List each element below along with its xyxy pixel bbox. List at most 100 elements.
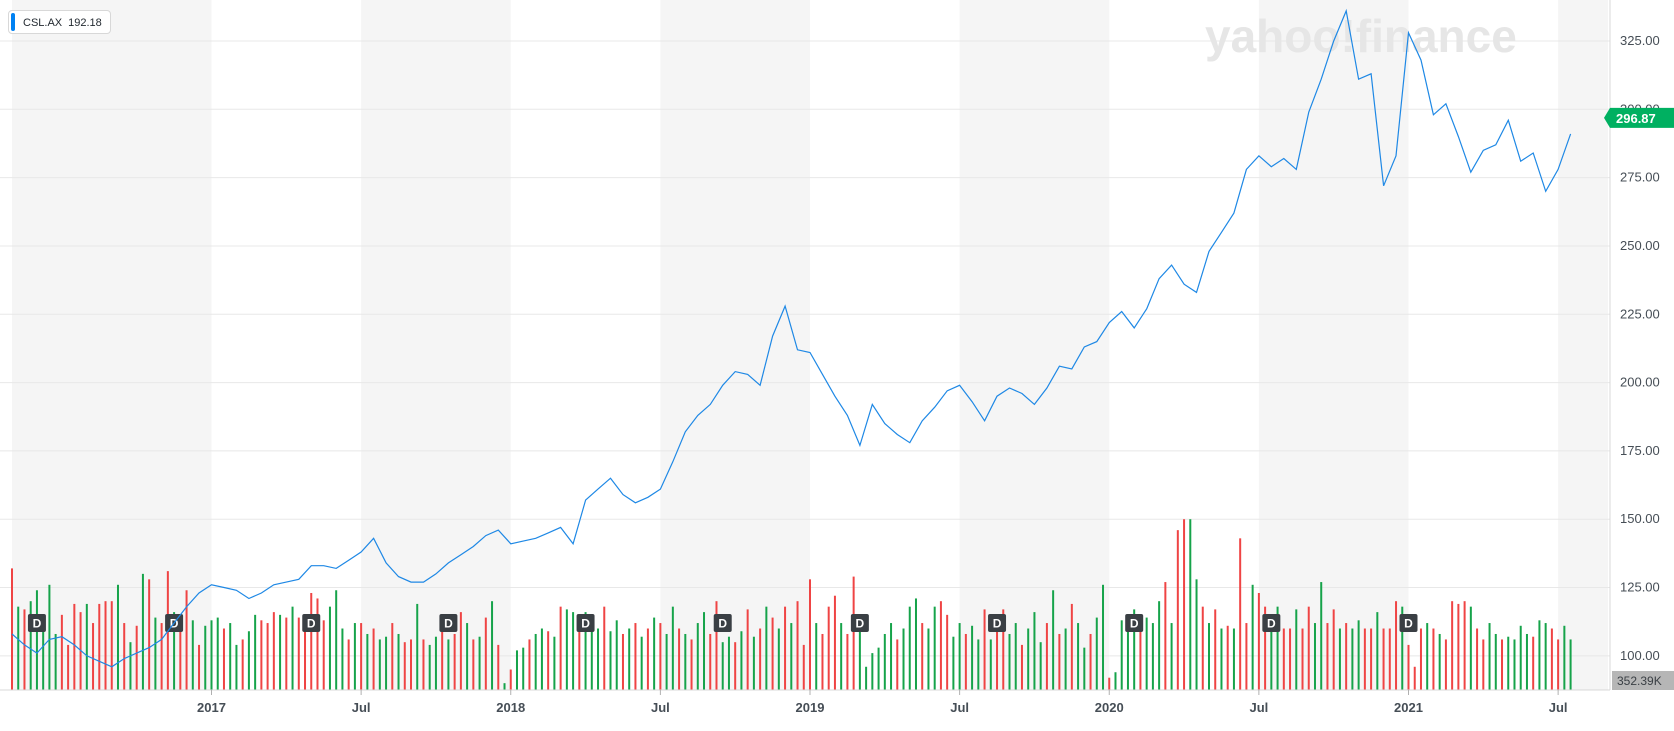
volume-bar <box>1257 592 1260 690</box>
svg-text:D: D <box>33 617 42 631</box>
volume-bar <box>1382 628 1385 690</box>
volume-bar <box>983 609 986 690</box>
volume-bar <box>372 628 375 690</box>
volume-bar <box>135 625 138 690</box>
volume-bar <box>503 683 506 690</box>
legend-value: 192.18 <box>68 17 102 29</box>
svg-text:D: D <box>1267 617 1276 631</box>
volume-bar <box>914 598 917 690</box>
volume-bar <box>416 603 419 690</box>
volume-bar <box>1513 639 1516 690</box>
volume-bar <box>1064 628 1067 690</box>
dividend-marker[interactable]: D <box>850 614 869 632</box>
volume-bar <box>1189 519 1192 690</box>
volume-bar <box>977 639 980 690</box>
volume-bar <box>428 644 431 690</box>
volume-bar <box>1208 623 1210 690</box>
volume-bar <box>1039 642 1042 690</box>
dividend-marker[interactable]: D <box>988 614 1007 632</box>
volume-bar <box>459 612 462 690</box>
volume-bar <box>565 609 568 690</box>
volume-bar <box>621 633 624 690</box>
volume-bar <box>528 639 531 690</box>
volume-bar <box>1488 623 1491 690</box>
volume-bar <box>466 623 469 690</box>
volume-bar <box>1501 639 1504 690</box>
volume-bar <box>958 623 961 690</box>
volume-bar <box>229 623 232 690</box>
dividend-marker[interactable]: D <box>713 614 732 632</box>
volume-bar <box>1320 582 1323 690</box>
volume-bar <box>148 579 151 690</box>
volume-bar <box>92 623 95 690</box>
dividend-marker[interactable]: D <box>576 614 595 632</box>
dividend-marker[interactable]: D <box>1125 614 1144 632</box>
svg-text:D: D <box>581 617 590 631</box>
volume-bar <box>684 633 687 690</box>
volume-bar <box>996 623 999 690</box>
volume-bar <box>29 601 32 690</box>
price-flags: 296.87 352.39K <box>1604 107 1674 690</box>
dividend-marker[interactable]: D <box>1399 614 1418 632</box>
volume-bar <box>740 631 743 690</box>
volume-bar <box>1395 601 1398 690</box>
legend[interactable]: CSL.AX 192.18 <box>8 10 111 34</box>
volume-bar <box>491 601 494 690</box>
volume-bar <box>1388 628 1391 690</box>
dividend-marker[interactable]: D <box>1262 614 1281 632</box>
volume-bar <box>1089 633 1092 690</box>
volume-bar <box>1351 628 1354 690</box>
volume-bar <box>1557 639 1560 690</box>
volume-bar <box>285 617 288 690</box>
volume-bar <box>640 636 643 690</box>
y-tick-label: 100.00 <box>1620 648 1660 663</box>
volume-bar <box>1451 601 1454 690</box>
x-tick-label: Jul <box>1549 700 1568 715</box>
period-band <box>12 0 212 690</box>
volume-bar <box>410 639 412 690</box>
volume-bar <box>896 639 899 690</box>
dividend-marker[interactable]: D <box>27 614 46 632</box>
volume-bar <box>1052 590 1055 690</box>
volume-bar <box>1170 623 1173 690</box>
volume-bar <box>790 623 793 690</box>
volume-bar <box>247 631 250 690</box>
volume-bar <box>971 625 974 690</box>
volume-bar <box>67 644 70 690</box>
volume-bar <box>509 669 512 690</box>
volume-bar <box>1270 620 1273 690</box>
volume-bar <box>241 639 244 690</box>
legend-symbol: CSL.AX <box>23 17 63 29</box>
volume-bar <box>1469 606 1472 690</box>
y-tick-label: 150.00 <box>1620 511 1660 526</box>
dividend-marker[interactable]: D <box>302 614 321 632</box>
y-tick-label: 275.00 <box>1620 170 1660 185</box>
volume-bar <box>1544 623 1547 690</box>
volume-bar <box>759 628 762 690</box>
volume-bar <box>73 603 76 690</box>
svg-text:D: D <box>856 617 865 631</box>
period-band <box>1558 0 1608 690</box>
volume-bar <box>709 633 712 690</box>
y-tick-label: 175.00 <box>1620 443 1660 458</box>
svg-text:D: D <box>307 617 316 631</box>
volume-bar <box>833 595 836 690</box>
volume-bar <box>98 603 101 690</box>
volume-bar <box>908 606 911 690</box>
volume-bar <box>347 639 350 690</box>
svg-text:D: D <box>718 617 727 631</box>
dividend-marker[interactable]: D <box>439 614 458 632</box>
volume-flag: 352.39K <box>1612 671 1674 690</box>
volume-bar <box>235 644 238 690</box>
volume-bar <box>160 623 163 690</box>
volume-bar <box>846 633 849 690</box>
volume-bar <box>1426 623 1429 690</box>
volume-bar <box>1126 628 1129 690</box>
volume-bar <box>715 601 718 690</box>
volume-bar <box>1507 636 1510 690</box>
volume-bar <box>198 644 201 690</box>
period-bands <box>12 0 1608 690</box>
volume-bar <box>989 639 992 690</box>
